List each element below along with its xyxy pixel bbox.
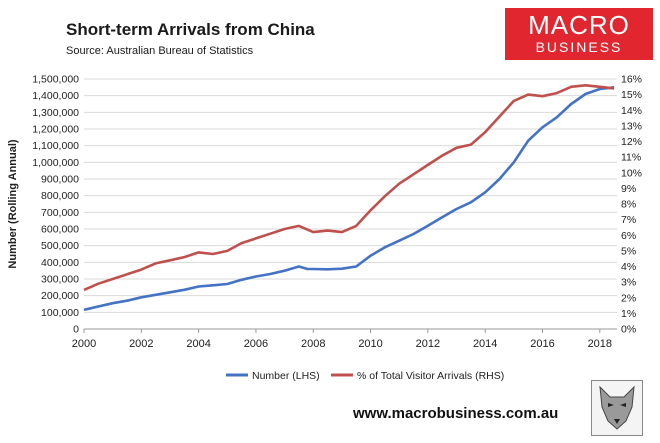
- y-tick-label: 1,100,000: [32, 140, 79, 152]
- y2-tick-label: 15%: [621, 89, 642, 101]
- y-tick-label: 500,000: [41, 240, 79, 252]
- x-tick-label: 2000: [72, 338, 96, 350]
- y2-tick-label: 9%: [621, 183, 636, 195]
- y-tick-label: 1,500,000: [32, 74, 79, 86]
- series-line-number: [83, 86, 615, 312]
- y2-tick-label: 7%: [621, 214, 636, 226]
- y-tick-label: 1,000,000: [32, 157, 79, 169]
- x-tick-label: 2004: [186, 338, 210, 350]
- logo-line-1: MACRO: [528, 10, 630, 40]
- y-tick-label: 400,000: [41, 257, 79, 269]
- y2-tick-label: 8%: [621, 199, 636, 211]
- y-tick-label: 600,000: [41, 224, 79, 236]
- y-tick-label: 700,000: [41, 207, 79, 219]
- x-tick-label: 2002: [129, 338, 153, 350]
- y-tick-label: 800,000: [41, 190, 79, 202]
- y-tick-label: 1,300,000: [32, 107, 79, 119]
- website-url: www.macrobusiness.com.au: [353, 405, 559, 422]
- y2-tick-label: 11%: [621, 152, 641, 164]
- x-tick-label: 2016: [530, 338, 554, 350]
- legend-label: % of Total Visitor Arrivals (RHS): [357, 370, 504, 382]
- y2-tick-label: 6%: [621, 230, 636, 242]
- x-tick-label: 2010: [358, 338, 382, 350]
- y2-tick-label: 16%: [621, 74, 642, 86]
- logo-line-2: BUSINESS: [535, 39, 623, 55]
- y-tick-label: 300,000: [41, 274, 79, 286]
- chart-title: Short-term Arrivals from China: [66, 20, 315, 39]
- series-line-share-of-total: [83, 84, 615, 292]
- y-tick-label: 1,400,000: [32, 90, 79, 102]
- y-tick-label: 900,000: [41, 174, 79, 186]
- y2-tick-label: 12%: [621, 136, 642, 148]
- y2-tick-label: 5%: [621, 245, 636, 257]
- x-tick-label: 2006: [244, 338, 268, 350]
- x-tick-label: 2018: [588, 338, 612, 350]
- y2-tick-label: 2%: [621, 292, 636, 304]
- y2-tick-label: 3%: [621, 277, 636, 289]
- y2-tick-label: 10%: [621, 167, 642, 179]
- y-tick-label: 100,000: [41, 307, 79, 319]
- x-tick-label: 2014: [473, 338, 497, 350]
- y-axis-title: Number (Rolling Annual): [7, 139, 19, 268]
- macrobusiness-logo: MACRO BUSINESS: [505, 8, 653, 60]
- legend-label: Number (LHS): [252, 370, 320, 382]
- y2-tick-label: 4%: [621, 261, 636, 273]
- y-tick-label: 200,000: [41, 290, 79, 302]
- y-tick-label: 0: [73, 324, 79, 336]
- y2-tick-label: 1%: [621, 308, 636, 320]
- y2-tick-label: 13%: [621, 120, 642, 132]
- y2-tick-label: 0%: [621, 324, 636, 336]
- wolf-logo-icon: [591, 380, 643, 436]
- x-tick-label: 2012: [416, 338, 440, 350]
- y2-tick-label: 14%: [621, 105, 642, 117]
- chart-source: Source: Australian Bureau of Statistics: [66, 45, 254, 57]
- y-tick-label: 1,200,000: [32, 124, 79, 136]
- x-tick-label: 2008: [301, 338, 325, 350]
